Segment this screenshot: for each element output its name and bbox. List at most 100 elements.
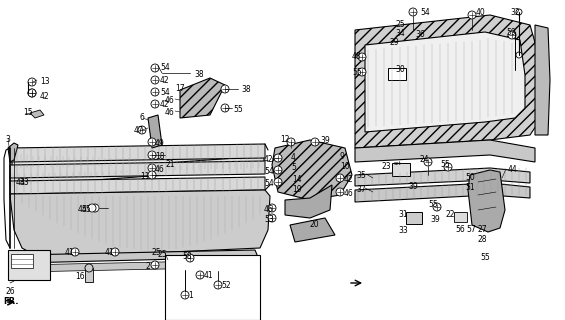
Polygon shape — [180, 78, 225, 118]
Text: set: set — [394, 161, 402, 166]
Text: 4: 4 — [291, 153, 296, 162]
Text: 41: 41 — [65, 248, 75, 257]
Text: 39: 39 — [430, 215, 440, 224]
Text: 34: 34 — [395, 29, 405, 38]
Circle shape — [358, 53, 366, 61]
Polygon shape — [355, 15, 540, 148]
Text: 43: 43 — [16, 178, 26, 187]
Text: 50: 50 — [465, 173, 475, 182]
Text: 29: 29 — [390, 38, 399, 47]
Text: 46: 46 — [155, 165, 165, 174]
Circle shape — [91, 204, 99, 212]
Text: 21: 21 — [165, 160, 175, 169]
Circle shape — [268, 214, 276, 222]
Polygon shape — [20, 260, 258, 272]
Bar — [85, 268, 93, 282]
Circle shape — [358, 68, 366, 76]
Circle shape — [274, 154, 282, 162]
Circle shape — [444, 163, 452, 171]
Text: 32: 32 — [510, 8, 520, 17]
Text: 18: 18 — [155, 152, 164, 161]
Text: 11: 11 — [140, 172, 150, 181]
Bar — [11, 254, 33, 268]
Circle shape — [221, 104, 229, 112]
Text: 47: 47 — [134, 126, 144, 135]
Circle shape — [151, 261, 159, 269]
Text: 52: 52 — [221, 281, 231, 290]
Circle shape — [88, 204, 96, 212]
Circle shape — [148, 138, 156, 146]
Polygon shape — [535, 25, 550, 135]
Text: 42: 42 — [264, 155, 273, 164]
Text: 55: 55 — [480, 253, 490, 262]
Text: 54: 54 — [264, 179, 274, 188]
Text: 27: 27 — [477, 225, 486, 234]
Text: 54: 54 — [160, 88, 170, 97]
Text: 55: 55 — [440, 160, 450, 169]
Polygon shape — [10, 177, 265, 194]
Circle shape — [336, 188, 344, 196]
Text: 14: 14 — [292, 175, 302, 184]
Circle shape — [28, 89, 36, 97]
Circle shape — [71, 248, 79, 256]
Text: 56: 56 — [455, 225, 465, 234]
Circle shape — [508, 31, 516, 39]
Text: 41: 41 — [204, 271, 214, 280]
Circle shape — [151, 88, 159, 96]
Circle shape — [151, 100, 159, 108]
Circle shape — [424, 158, 432, 166]
Polygon shape — [365, 32, 525, 132]
Text: 40: 40 — [476, 8, 486, 17]
Text: 1: 1 — [188, 291, 193, 300]
Text: 22: 22 — [445, 210, 454, 219]
Text: 44: 44 — [508, 165, 518, 174]
Polygon shape — [355, 140, 535, 162]
Text: 25: 25 — [158, 250, 168, 259]
Text: 17: 17 — [175, 84, 185, 93]
Bar — [165, 255, 260, 320]
Text: 37: 37 — [356, 185, 366, 194]
Polygon shape — [8, 143, 18, 162]
Circle shape — [148, 151, 156, 159]
Text: 9: 9 — [340, 152, 345, 161]
Text: 16: 16 — [75, 272, 85, 281]
Text: 20: 20 — [310, 220, 320, 229]
Polygon shape — [148, 115, 162, 148]
Text: 12: 12 — [280, 135, 289, 144]
Circle shape — [268, 204, 276, 212]
Circle shape — [287, 138, 295, 146]
Polygon shape — [290, 218, 335, 242]
Text: 58: 58 — [182, 252, 192, 261]
Circle shape — [196, 271, 204, 279]
Circle shape — [409, 8, 417, 16]
Circle shape — [433, 203, 441, 211]
Text: 3: 3 — [5, 135, 10, 144]
Text: 45: 45 — [82, 205, 92, 214]
Text: 42: 42 — [40, 92, 50, 101]
Text: 54: 54 — [264, 167, 274, 176]
Text: 36: 36 — [415, 30, 425, 39]
Text: 48: 48 — [352, 52, 362, 61]
Circle shape — [28, 78, 36, 86]
Polygon shape — [355, 168, 530, 186]
Text: 10: 10 — [340, 162, 350, 171]
Text: 42: 42 — [160, 100, 170, 109]
Text: 43: 43 — [20, 178, 30, 187]
Bar — [388, 68, 406, 80]
Text: 54: 54 — [420, 8, 430, 17]
Text: 24: 24 — [420, 155, 429, 164]
Text: 55: 55 — [352, 68, 362, 77]
Text: 38: 38 — [241, 85, 251, 94]
Circle shape — [138, 126, 146, 134]
Text: 6: 6 — [140, 113, 145, 122]
Circle shape — [85, 264, 93, 272]
Text: 33: 33 — [398, 226, 408, 235]
Text: 2: 2 — [145, 262, 150, 271]
Text: 46: 46 — [344, 189, 354, 198]
Text: 45: 45 — [78, 205, 88, 214]
Circle shape — [28, 89, 36, 97]
Polygon shape — [468, 170, 505, 232]
Polygon shape — [272, 140, 352, 200]
Bar — [406, 212, 422, 224]
Text: 25: 25 — [152, 248, 162, 257]
